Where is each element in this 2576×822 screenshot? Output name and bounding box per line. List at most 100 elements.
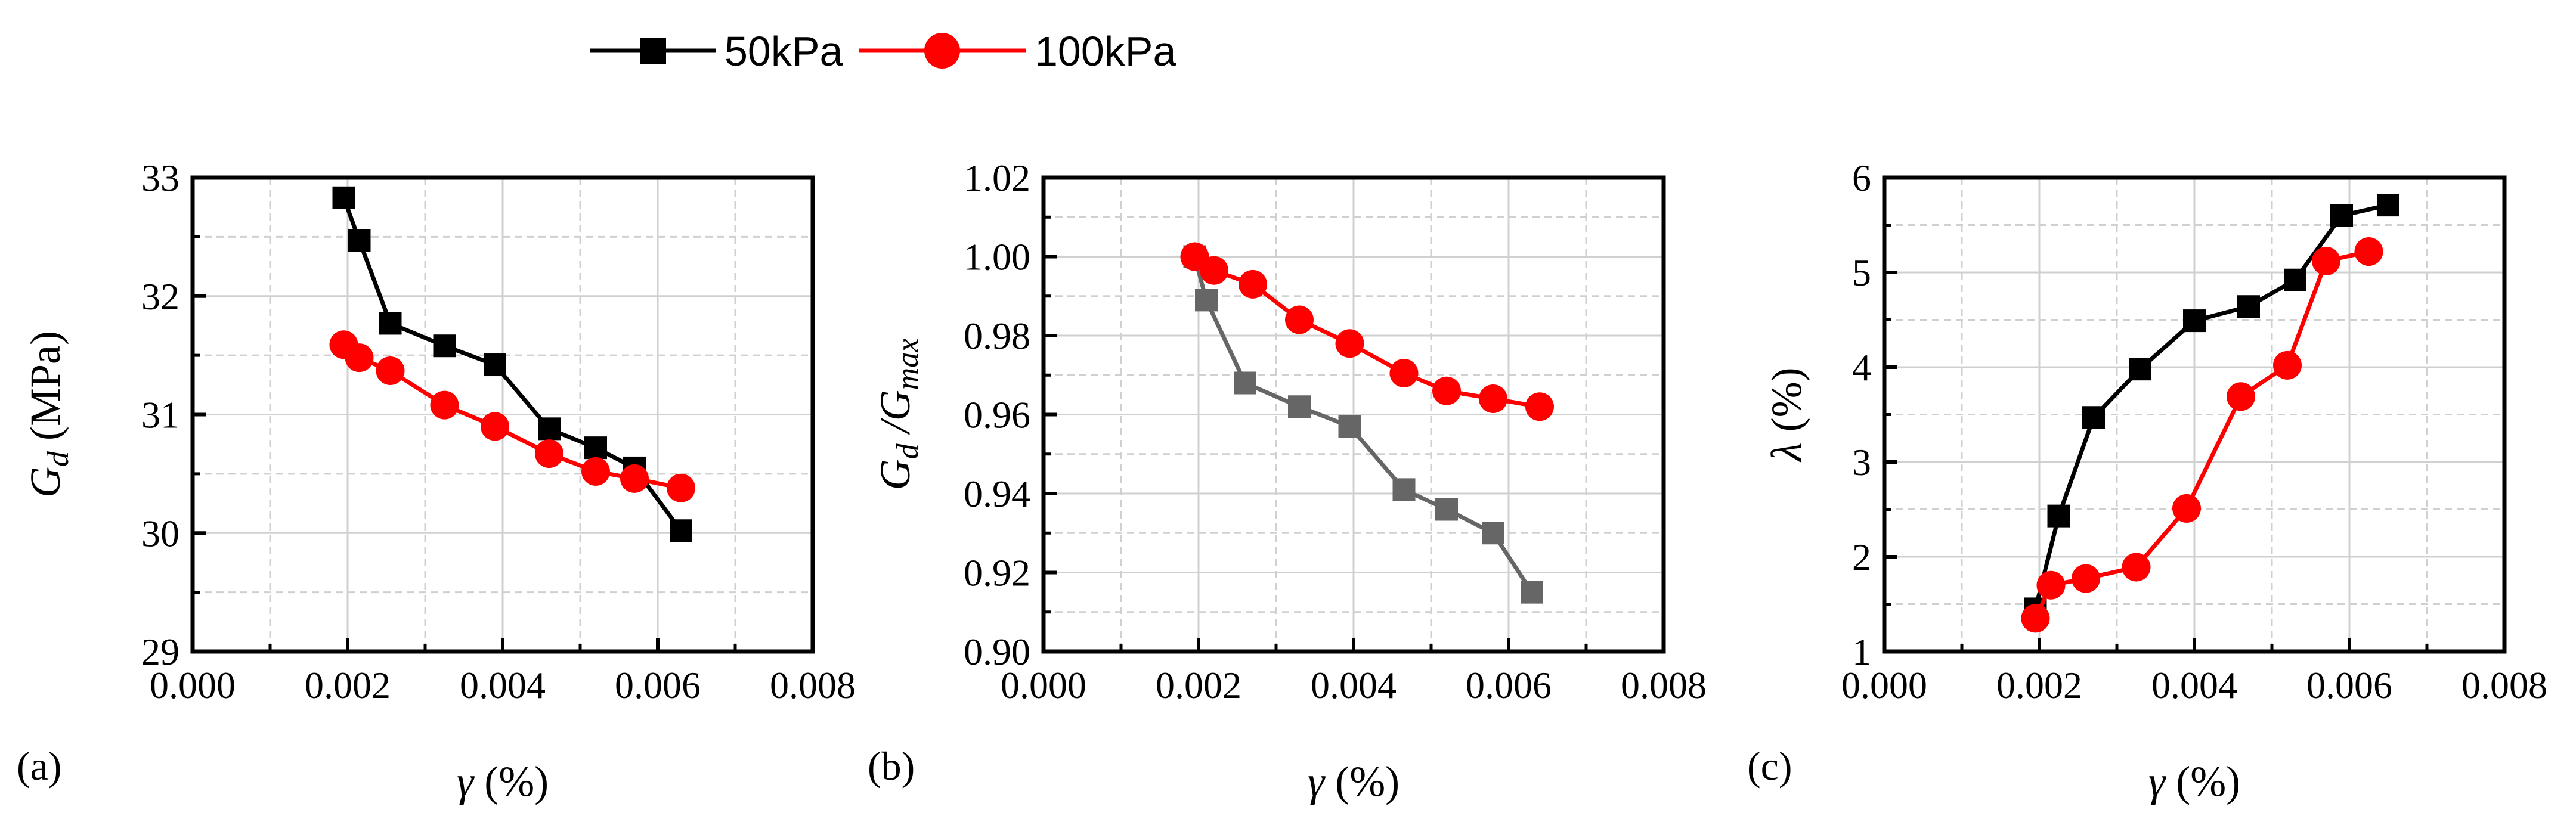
legend-entry-100kpa: 100kPa [859,28,1176,75]
x-tick-label: 0.006 [615,664,701,706]
data-point-50kpa [584,436,607,460]
y-tick-label: 4 [1852,346,1871,389]
data-point-100kpa [2312,246,2340,275]
legend-marker-100kpa [924,33,960,69]
panel-a-xlabel-unit: (%) [473,758,549,805]
data-point-50kpa [348,229,371,252]
y-tick-label: 2 [1852,536,1871,578]
data-point-100kpa [1335,329,1364,358]
data-point-50kpa [2183,309,2206,333]
data-point-100kpa [2122,553,2151,582]
panel-c-y-axis-label: λ (%) [1763,367,1810,462]
data-point-100kpa [581,457,610,486]
panel-b-label: (b) [868,743,915,789]
x-tick-label: 0.002 [1996,664,2082,706]
data-point-50kpa [1234,371,1256,395]
y-tick-label: 0.92 [964,552,1030,594]
data-point-100kpa [1200,256,1228,285]
x-tick-label: 0.006 [1466,664,1552,706]
data-point-50kpa [484,353,506,377]
data-point-50kpa [1521,581,1543,604]
data-point-50kpa [2129,358,2151,381]
data-point-50kpa [1435,498,1458,521]
panel-b: 0.000 0.002 0.004 0.006 0.008 0.90 0.92 0.94 0.9… [868,157,1707,805]
x-tick-label: 0.008 [1621,664,1707,706]
legend: 50kPa 100kPa [590,28,1176,75]
data-point-100kpa [481,412,509,441]
y-tick-label: 1.00 [964,236,1030,278]
panel-a: 0.000 0.002 0.004 0.006 0.008 29 30 31 32 33 Gd (… [17,157,856,805]
panel-a-xlabel-symbol: γ [457,758,475,805]
panel-b-ticks: 0.000 0.002 0.004 0.006 0.008 0.90 0.92 0.94 0.9… [964,157,1707,706]
data-point-100kpa [2021,604,2050,633]
panel-b-xlabel-unit: (%) [1324,758,1400,805]
y-tick-label: 6 [1852,157,1871,199]
data-point-50kpa [332,186,355,209]
x-tick-label: 0.004 [1311,664,1397,706]
data-point-100kpa [2072,564,2100,593]
data-point-100kpa [535,439,564,469]
x-tick-label: 0.000 [1841,664,1927,706]
x-tick-label: 0.002 [1156,664,1241,706]
legend-marker-50kpa [640,38,666,64]
data-point-50kpa [2237,295,2260,318]
panel-a-ylabel-sub: d [41,451,75,467]
data-point-100kpa [2354,237,2383,266]
data-point-50kpa [1392,478,1416,501]
panel-a-ticks: 0.000 0.002 0.004 0.006 0.008 29 30 31 32 33 [141,157,856,706]
panel-b-ylabel-mid: /G [871,390,919,443]
panel-a-ylabel-unit: (MPa) [21,331,69,451]
panel-c-xlabel-symbol: γ [2148,758,2166,805]
panel-b-ylabel-sub2: max [891,339,925,390]
y-tick-label: 32 [141,275,179,318]
panel-c-series [2021,194,2399,633]
panel-b-x-axis-label: γ (%) [1308,758,1400,805]
data-point-100kpa [2227,382,2255,411]
data-point-100kpa [1285,305,1314,334]
legend-label-50kpa: 50kPa [724,28,843,75]
data-point-50kpa [2377,194,2399,217]
data-point-100kpa [1479,384,1507,413]
x-tick-label: 0.002 [305,664,391,706]
panel-c-xlabel-unit: (%) [2165,758,2240,805]
data-point-100kpa [1389,358,1419,387]
data-point-100kpa [2172,494,2201,523]
panel-c: 0.000 0.002 0.004 0.006 0.008 1 2 3 4 5 6 λ (%) γ … [1747,157,2547,805]
data-point-100kpa [2036,570,2066,600]
x-tick-label: 0.000 [150,664,236,706]
data-point-50kpa [2047,504,2070,528]
data-point-100kpa [376,356,405,385]
x-tick-label: 0.008 [770,664,856,706]
data-point-50kpa [379,312,402,335]
data-point-50kpa [2284,268,2306,291]
data-point-50kpa [1338,415,1361,438]
data-point-50kpa [1195,289,1218,312]
data-point-100kpa [667,473,695,502]
x-tick-label: 0.000 [1001,664,1086,706]
legend-label-100kpa: 100kPa [1035,28,1176,75]
panel-a-series [329,186,695,542]
data-point-50kpa [1482,522,1504,545]
data-point-50kpa [2082,406,2105,429]
x-tick-label: 0.004 [2151,664,2237,706]
panel-c-ylabel-unit: (%) [1763,367,1810,442]
panel-b-y-axis-label: Gd /Gmax [871,339,925,491]
panel-c-label: (c) [1747,743,1792,789]
data-point-50kpa [433,334,456,358]
y-tick-label: 5 [1852,252,1871,294]
y-tick-label: 33 [141,157,179,199]
data-point-100kpa [620,464,649,493]
panel-c-x-axis-label: γ (%) [2148,758,2240,805]
panel-c-grid [1884,178,2504,652]
data-point-100kpa [345,343,374,373]
y-tick-label: 0.94 [964,473,1030,515]
panel-b-series [1180,242,1554,604]
y-tick-label: 29 [141,631,179,673]
series-line-50kpa [1193,256,1534,594]
y-tick-label: 0.96 [964,394,1030,436]
panel-a-y-axis-label: Gd (MPa) [21,331,75,498]
data-point-100kpa [1525,392,1554,421]
panel-a-x-axis-label: γ (%) [457,758,549,805]
data-point-100kpa [2273,350,2302,380]
